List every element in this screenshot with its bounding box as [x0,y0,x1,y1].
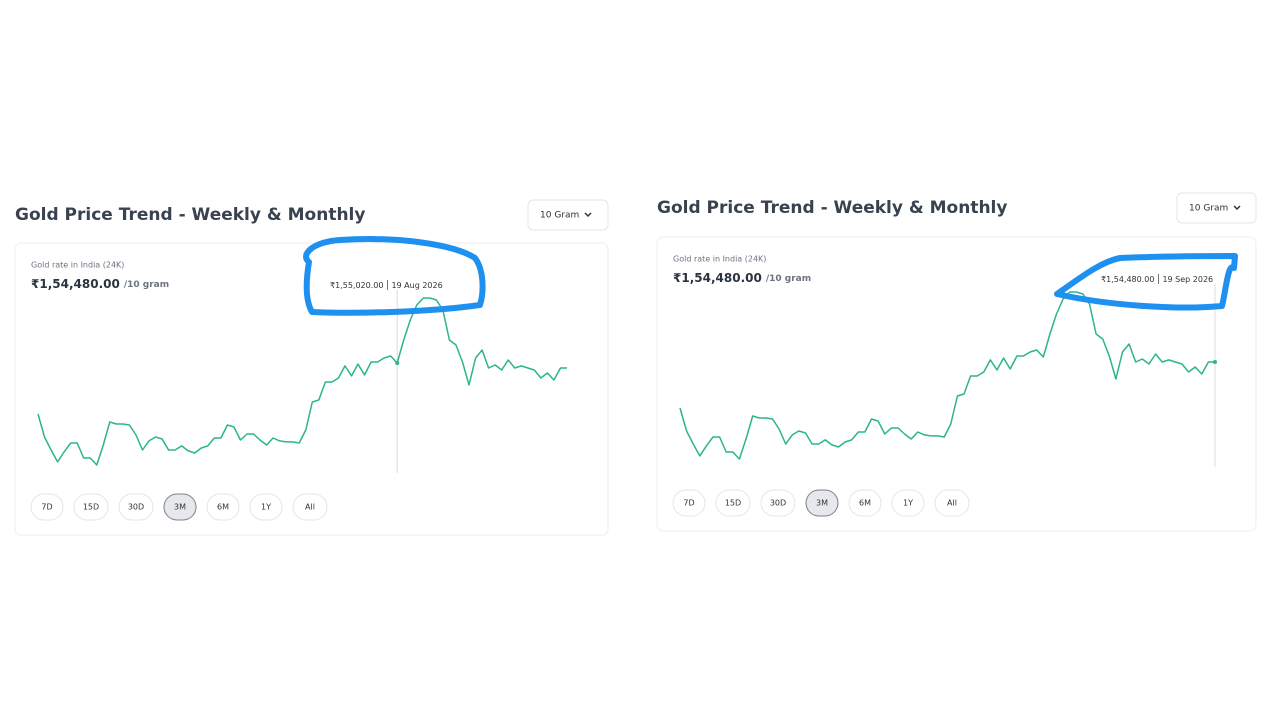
range-button[interactable] [73,493,109,521]
price-widget: Gold Price Trend - Weekly & Monthly 10 Gr… [14,199,609,536]
range-label: 30D [770,499,786,508]
range-button[interactable] [30,493,64,521]
rate-caption: Gold rate in India (24K) [31,261,124,270]
range-label: 3M [816,499,828,508]
annotation-loop [303,236,486,316]
range-button[interactable] [891,489,925,517]
range-button[interactable] [934,489,970,517]
price-value: ₹1,54,480.00 [673,271,762,285]
range-label: 7D [683,499,694,508]
range-button[interactable] [249,493,283,521]
range-button[interactable] [848,489,882,517]
range-button[interactable] [672,489,706,517]
unit-dropdown[interactable] [1176,192,1257,224]
price-line [679,291,1215,460]
range-button[interactable] [206,493,240,521]
widget-title: Gold Price Trend - Weekly & Monthly [15,205,365,225]
range-button[interactable] [163,493,197,521]
range-button[interactable] [805,489,839,517]
range-button[interactable] [292,493,328,521]
range-label: 6M [859,499,871,508]
price-unit: /10 gram [766,274,811,284]
range-button[interactable] [715,489,751,517]
range-label: 7D [41,503,52,512]
range-button[interactable] [760,489,796,517]
range-button[interactable] [118,493,154,521]
dropdown-chevron [1233,205,1241,211]
tooltip: ₹1,55,020.00 19 Aug 2026 [330,281,443,290]
widget-title: Gold Price Trend - Weekly & Monthly [657,198,1007,218]
current-price: ₹1,54,480.00/10 gram [31,277,169,291]
range-label: 6M [217,503,229,512]
hover-dot [395,360,400,365]
range-label: 15D [725,499,741,508]
dropdown-label: 10 Gram [1189,204,1228,214]
range-label: 1Y [903,499,913,508]
chart-card [14,242,609,536]
hover-dot [1213,359,1217,364]
tooltip: ₹1,54,480.00 19 Sep 2026 [1101,275,1213,284]
dropdown-chevron [584,212,592,218]
tooltip-price: ₹1,54,480.00 [1101,275,1154,284]
dropdown-label: 10 Gram [540,211,579,221]
range-label: 3M [174,503,186,512]
chart-card [656,236,1257,532]
unit-dropdown[interactable] [527,199,609,231]
rate-caption: Gold rate in India (24K) [673,255,766,264]
price-widget: Gold Price Trend - Weekly & Monthly 10 Gr… [656,192,1257,532]
price-unit: /10 gram [124,280,169,290]
current-price: ₹1,54,480.00/10 gram [673,271,811,285]
tooltip-price: ₹1,55,020.00 [330,281,383,290]
range-label: 30D [128,503,144,512]
tooltip-date: 19 Sep 2026 [1162,275,1213,284]
range-label: 1Y [261,503,271,512]
annotation-loop [1054,253,1238,311]
range-label: 15D [83,503,99,512]
price-line [37,297,567,466]
range-label: All [305,503,315,512]
tooltip-date: 19 Aug 2026 [391,281,442,290]
range-label: All [947,499,957,508]
price-value: ₹1,54,480.00 [31,277,120,291]
